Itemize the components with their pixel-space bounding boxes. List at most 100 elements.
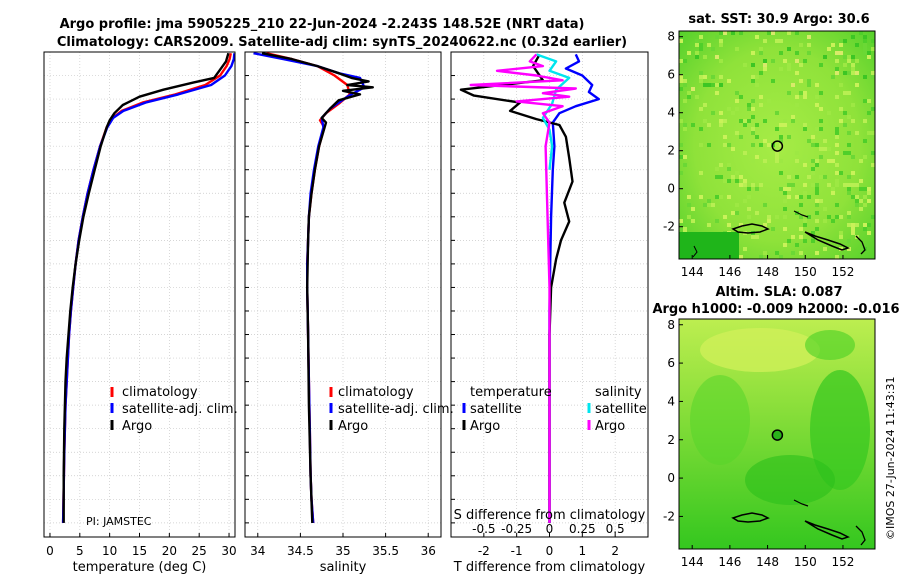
sst-pixel [743,63,747,67]
sst-pixel [847,131,851,135]
sst-pixel [871,163,875,167]
sla-low-region [690,375,750,465]
x-tick-label: 2 [611,544,619,558]
salinity-tick-label: -0.25 [501,522,532,536]
sst-map: 144 146 148 150 152 -2 0 2 4 6 8 [663,30,876,279]
sst-pixel [859,199,863,203]
sst-pixel [683,79,687,83]
sst-pixel [715,35,719,39]
sst-pixel [843,151,847,155]
sst-pixel [823,55,827,59]
sst-pixel [707,199,711,203]
sst-map-title: sat. SST: 30.9 Argo: 30.6 [688,12,869,27]
sst-pixel [843,183,847,187]
sst-pixel [735,47,739,51]
sst-pixel [731,175,735,179]
sst-pixel [707,43,711,47]
sst-pixel [867,223,871,227]
sst-pixel [771,79,775,83]
sst-pixel [683,59,687,63]
sst-pixel [835,151,839,155]
sst-pixel [827,147,831,151]
sst-pixel [839,171,843,175]
map-y-tick-label: 6 [667,356,675,370]
sst-pixel [755,187,759,191]
x-tick-label: 20 [162,544,177,558]
sst-pixel [819,155,823,159]
sst-pixel [855,83,859,87]
sst-pixel [679,59,683,63]
sst-pixel [863,139,867,143]
sst-pixel [787,195,791,199]
sst-pixel [831,43,835,47]
sst-pixel [819,199,823,203]
sst-pixel [851,223,855,227]
sst-pixel [767,219,771,223]
legend-climatology-label: climatology [122,385,198,400]
sst-pixel [699,47,703,51]
sst-pixel [747,207,751,211]
sst-pixel [847,151,851,155]
sst-pixel [787,31,791,35]
sst-pixel [835,59,839,63]
sst-pixel [787,175,791,179]
sst-pixel [747,215,751,219]
x-tick-label: 35 [335,544,350,558]
sst-pixel [795,103,799,107]
sst-pixel [739,183,743,187]
sst-pixel [851,155,855,159]
sst-pixel [795,159,799,163]
sst-pixel [871,215,875,219]
sst-pixel [699,107,703,111]
sst-pixel [799,79,803,83]
sst-pixel [807,175,811,179]
sst-pixel [787,187,791,191]
legend-argo-label: Argo [338,419,368,434]
sst-pixel [699,171,703,175]
sst-pixel [863,227,867,231]
sst-pixel [715,219,719,223]
argo-location-marker [771,140,784,152]
sst-pixel [703,103,707,107]
sst-pixel [779,159,783,163]
sst-pixel [867,51,871,55]
sst-pixel [851,119,855,123]
sst-pixel [815,143,819,147]
sst-pixel [811,231,815,235]
sst-pixel [719,83,723,87]
sst-pixel [839,215,843,219]
sst-pixel [759,95,763,99]
sst-pixel [703,203,707,207]
sst-pixel [855,43,859,47]
sst-pixel [799,203,803,207]
series-line-argo [261,52,374,523]
sst-pixel [679,39,683,43]
legend-s-argo-label: Argo [595,419,625,434]
sst-pixel [787,91,791,95]
sst-pixel [847,247,851,251]
sst-pixel [831,187,835,191]
sst-pixel [767,99,771,103]
sst-pixel [751,115,755,119]
sst-pixel [835,127,839,131]
sst-pixel [867,191,871,195]
sst-pixel [775,111,779,115]
sst-pixel [847,115,851,119]
sst-pixel [851,231,855,235]
sst-pixel [775,159,779,163]
sst-pixel [835,135,839,139]
sst-pixel [827,111,831,115]
sst-pixel [795,95,799,99]
sst-pixel [815,187,819,191]
sla-low-region [805,330,855,360]
sst-pixel [763,227,767,231]
sst-pixel [755,83,759,87]
map-x-tick-label: 146 [718,265,741,279]
sst-pixel [799,91,803,95]
sst-pixel [775,127,779,131]
sst-pixel [839,83,843,87]
x-tick-label: 15 [132,544,147,558]
map-x-tick-label: 150 [794,555,817,569]
sst-pixel [847,215,851,219]
